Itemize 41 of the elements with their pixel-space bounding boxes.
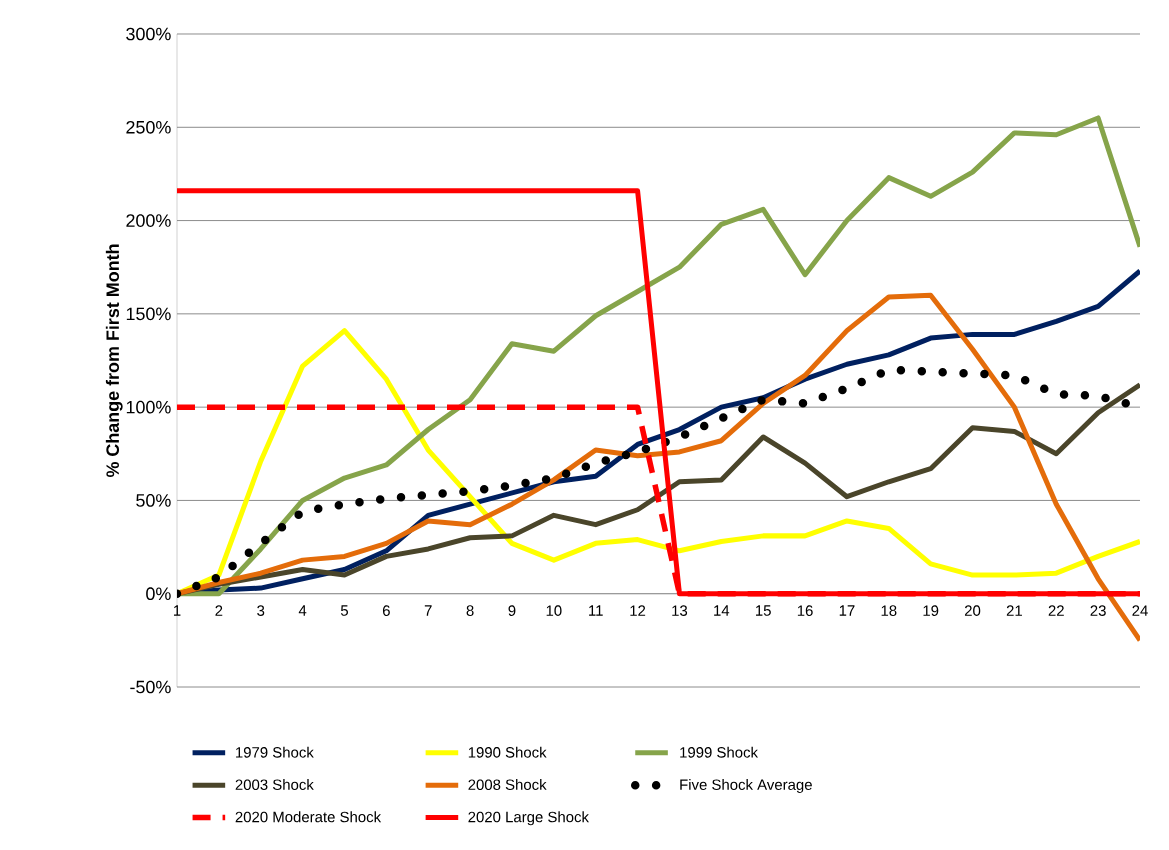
x-tick-label: 4 <box>298 605 307 616</box>
x-tick-label: 18 <box>881 605 897 616</box>
x-tick-label: 22 <box>1048 605 1064 616</box>
y-tick-label: 300% <box>126 27 171 41</box>
x-tick-label: 12 <box>630 605 646 616</box>
legend-label: 2020 Moderate Shock <box>235 811 382 823</box>
y-tick-label: 0% <box>146 587 171 601</box>
legend-label: 2020 Large Shock <box>468 811 589 826</box>
x-tick-label: 13 <box>672 605 688 616</box>
x-tick-label: 17 <box>839 605 855 616</box>
x-tick-label: 14 <box>714 605 730 616</box>
x-tick-label: 1 <box>173 605 181 616</box>
x-tick-label: 11 <box>589 605 603 616</box>
x-tick-label: 5 <box>340 605 349 616</box>
x-tick-label: 10 <box>546 605 562 616</box>
x-tick-label: 15 <box>756 605 771 616</box>
legend-label: 1990 Shock <box>468 746 547 758</box>
x-tick-label: 23 <box>1090 605 1106 616</box>
x-tick-label: 8 <box>466 605 474 616</box>
x-tick-label: 3 <box>257 605 265 616</box>
y-tick-label: 50% <box>136 494 171 507</box>
legend-label: 2008 Shock <box>468 779 547 790</box>
y-axis-title: % Change from First Month <box>105 244 123 478</box>
legend-label: 1979 Shock <box>236 746 314 758</box>
legend-label: 2003 Shock <box>235 779 314 790</box>
y-tick-label: 200% <box>126 214 171 227</box>
legend-label: Five Shock Average <box>680 779 812 793</box>
x-tick-label: 9 <box>508 605 516 616</box>
y-tick-label: 150% <box>126 307 171 321</box>
y-tick-label: 100% <box>126 400 171 414</box>
x-tick-label: 24 <box>1132 605 1148 616</box>
x-tick-label: 19 <box>923 605 939 616</box>
x-tick-label: 20 <box>964 605 981 616</box>
legend-label: 1999 Shock <box>680 746 759 758</box>
x-tick-label: 6 <box>382 605 390 616</box>
y-tick-label: -50% <box>130 680 171 694</box>
x-tick-label: 16 <box>797 605 813 616</box>
x-tick-label: 21 <box>1006 605 1022 616</box>
x-tick-label: 2 <box>215 605 223 616</box>
x-tick-label: 7 <box>424 605 432 616</box>
y-tick-label: 250% <box>126 120 171 134</box>
